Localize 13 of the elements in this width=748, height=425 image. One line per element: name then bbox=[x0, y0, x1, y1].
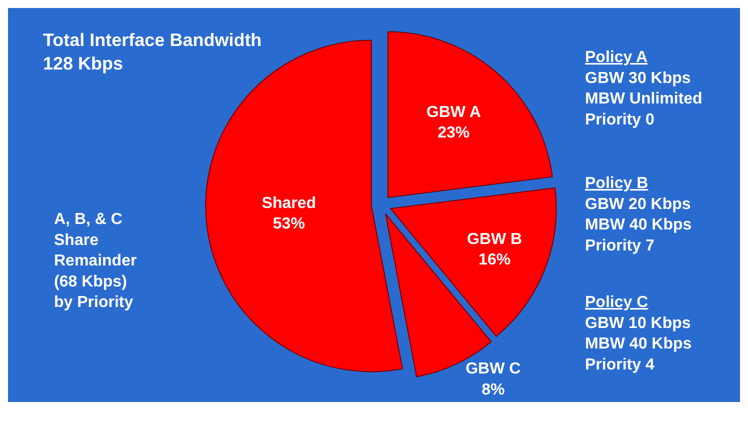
text: A, B, & C Share Remainder (68 Kbps) by Priority bbox=[54, 211, 137, 312]
text: Policy C GBW 10 Kbps MBW 40 Kbps Priority 4 bbox=[585, 294, 692, 374]
slice-label: GBW B bbox=[467, 230, 522, 248]
data-label: 8% bbox=[482, 381, 505, 398]
slice-label: Shared bbox=[262, 194, 316, 212]
data-label: 23% bbox=[438, 124, 470, 142]
text: Policy B GBW 20 Kbps MBW 40 Kbps Priority 7 bbox=[585, 175, 692, 254]
slice-label: GBW C bbox=[466, 360, 522, 378]
text: Policy A GBW 30 Kbps MBW Unlimited Priority 0 bbox=[585, 49, 702, 128]
data-label: 16% bbox=[478, 252, 511, 269]
text: Total Interface Bandwidth 128 Kbps bbox=[43, 30, 262, 74]
data-label: 53% bbox=[272, 216, 305, 233]
slice-label: GBW A bbox=[426, 104, 482, 121]
